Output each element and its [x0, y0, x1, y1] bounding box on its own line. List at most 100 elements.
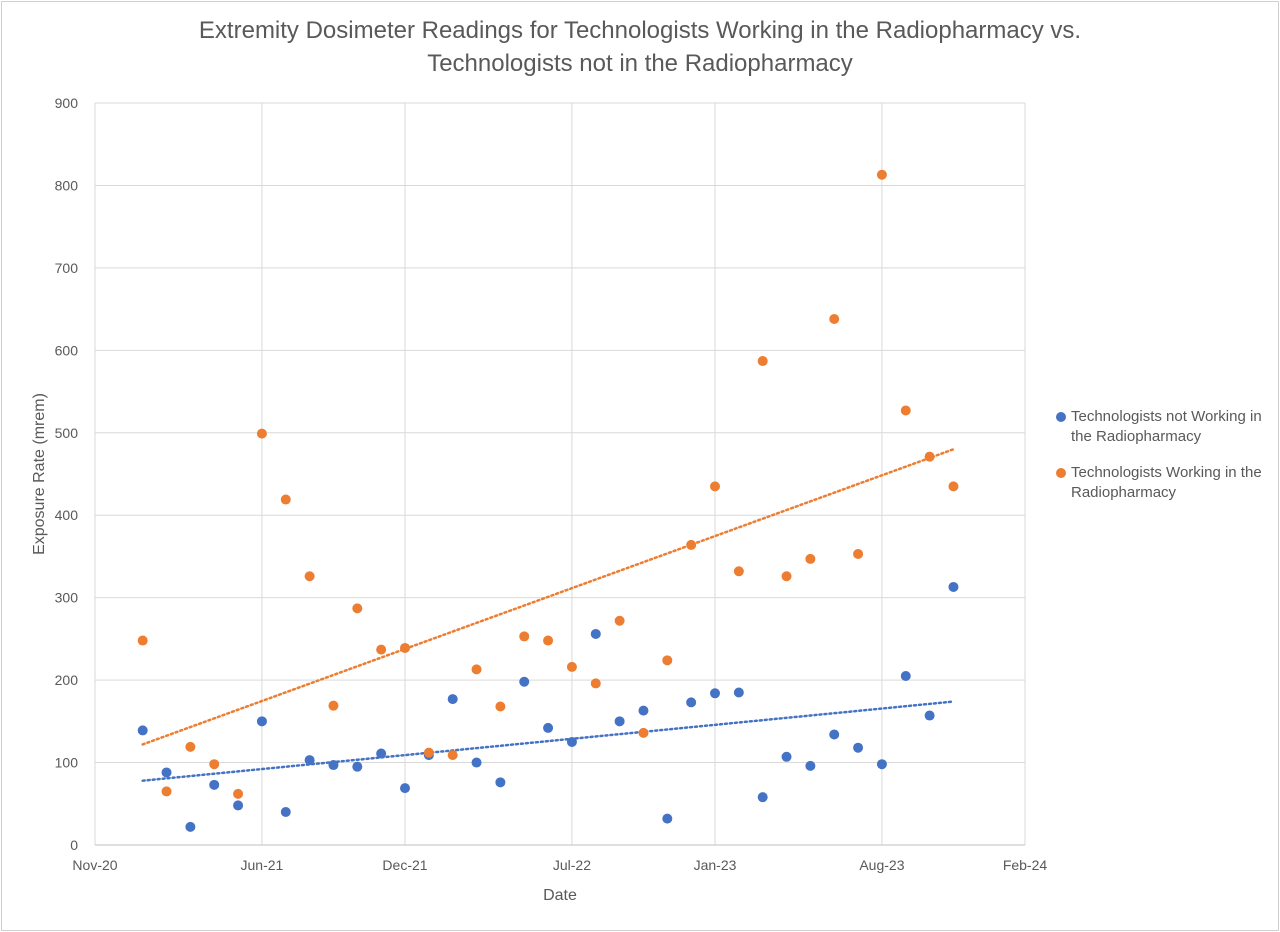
point-not-radiopharmacy	[662, 813, 673, 824]
point-radiopharmacy	[829, 314, 840, 325]
point-radiopharmacy	[519, 631, 530, 642]
legend-label-not-radiopharmacy: Technologists not Working in the Radioph…	[1071, 408, 1262, 445]
point-radiopharmacy	[566, 661, 577, 672]
point-radiopharmacy	[781, 571, 792, 582]
gridlines	[95, 102, 1026, 845]
point-radiopharmacy	[805, 553, 816, 564]
point-radiopharmacy	[233, 788, 244, 799]
point-not-radiopharmacy	[161, 767, 172, 778]
point-not-radiopharmacy	[900, 670, 911, 681]
y-tick-label: 600	[55, 342, 79, 358]
y-tick-label: 200	[55, 672, 79, 688]
point-radiopharmacy	[423, 747, 434, 758]
point-not-radiopharmacy	[614, 716, 625, 727]
point-not-radiopharmacy	[590, 628, 601, 639]
y-tick-label: 900	[55, 95, 79, 111]
chart-title-line-1: Extremity Dosimeter Readings for Technol…	[198, 17, 1082, 44]
point-radiopharmacy	[710, 481, 720, 492]
legend-marker-orange	[1056, 468, 1066, 478]
point-radiopharmacy	[471, 664, 482, 675]
point-not-radiopharmacy	[447, 694, 458, 705]
point-not-radiopharmacy	[543, 722, 554, 733]
point-radiopharmacy	[209, 759, 220, 770]
point-radiopharmacy	[733, 566, 744, 577]
legend-item-not-radiopharmacy: Technologists not Working in the Radioph…	[1056, 407, 1271, 447]
point-radiopharmacy	[853, 548, 864, 559]
point-radiopharmacy	[686, 539, 697, 550]
point-radiopharmacy	[948, 481, 959, 492]
point-not-radiopharmacy	[781, 751, 792, 762]
point-radiopharmacy	[447, 750, 458, 761]
y-tick-label: 800	[55, 177, 79, 193]
point-radiopharmacy	[352, 603, 363, 614]
point-not-radiopharmacy	[733, 687, 744, 698]
tick-labels: 0 100 200 300 400 500 600 700 800 900 Nov-20 Jun-21…	[55, 95, 1048, 873]
point-not-radiopharmacy	[185, 821, 196, 832]
x-tick-label: Jan-23	[694, 857, 737, 873]
point-not-radiopharmacy	[829, 729, 840, 740]
point-radiopharmacy	[137, 635, 148, 646]
point-not-radiopharmacy	[566, 736, 577, 747]
chart-title: Extremity Dosimeter Readings for Technol…	[0, 14, 1280, 80]
point-radiopharmacy	[543, 635, 554, 646]
y-tick-label: 400	[55, 507, 79, 523]
data-points	[137, 169, 959, 832]
point-radiopharmacy	[256, 428, 267, 439]
point-not-radiopharmacy	[280, 807, 291, 818]
point-not-radiopharmacy	[853, 742, 864, 753]
point-radiopharmacy	[757, 356, 768, 367]
point-not-radiopharmacy	[256, 716, 267, 727]
point-not-radiopharmacy	[400, 783, 410, 794]
point-not-radiopharmacy	[376, 748, 387, 759]
point-radiopharmacy	[590, 678, 601, 689]
point-not-radiopharmacy	[137, 725, 148, 736]
point-not-radiopharmacy	[686, 697, 697, 708]
point-not-radiopharmacy	[805, 760, 816, 771]
point-not-radiopharmacy	[710, 688, 720, 699]
point-radiopharmacy	[161, 786, 172, 797]
point-not-radiopharmacy	[304, 755, 315, 766]
y-tick-label: 100	[55, 755, 79, 771]
legend: Technologists not Working in the Radioph…	[1056, 407, 1271, 519]
point-radiopharmacy	[900, 405, 911, 416]
point-radiopharmacy	[376, 644, 387, 655]
x-axis-label: Date	[543, 887, 577, 904]
point-not-radiopharmacy	[757, 792, 768, 803]
y-tick-label: 0	[70, 837, 78, 853]
point-not-radiopharmacy	[209, 779, 220, 790]
point-radiopharmacy	[185, 741, 196, 752]
point-radiopharmacy	[495, 701, 506, 712]
point-not-radiopharmacy	[638, 705, 649, 716]
legend-marker-blue	[1056, 412, 1066, 422]
x-tick-label: Jun-21	[241, 857, 284, 873]
trendline-radiopharmacy	[141, 448, 955, 746]
chart-title-line-2: Technologists not in the Radiopharmacy	[427, 50, 853, 77]
point-not-radiopharmacy	[233, 800, 244, 811]
point-radiopharmacy	[876, 169, 887, 180]
y-tick-label: 700	[55, 260, 79, 276]
point-not-radiopharmacy	[876, 759, 887, 770]
y-tick-label: 300	[55, 590, 79, 606]
point-radiopharmacy	[304, 571, 315, 582]
point-radiopharmacy	[638, 727, 649, 738]
trendline-not-radiopharmacy	[141, 700, 955, 782]
axes	[94, 103, 1025, 846]
trendlines	[141, 448, 955, 782]
point-not-radiopharmacy	[352, 761, 363, 772]
legend-item-radiopharmacy: Technologists Working in the Radiopharma…	[1056, 463, 1271, 503]
point-radiopharmacy	[614, 615, 625, 626]
x-tick-label: Jul-22	[553, 857, 591, 873]
point-not-radiopharmacy	[495, 777, 506, 788]
point-radiopharmacy	[662, 655, 673, 666]
point-radiopharmacy	[400, 642, 410, 653]
point-not-radiopharmacy	[924, 710, 935, 721]
point-radiopharmacy	[280, 494, 291, 505]
point-radiopharmacy	[924, 451, 935, 462]
x-tick-label: Aug-23	[859, 857, 904, 873]
point-not-radiopharmacy	[328, 760, 339, 771]
legend-label-radiopharmacy: Technologists Working in the Radiopharma…	[1071, 464, 1262, 501]
point-not-radiopharmacy	[948, 581, 959, 592]
x-tick-label: Feb-24	[1003, 857, 1048, 873]
